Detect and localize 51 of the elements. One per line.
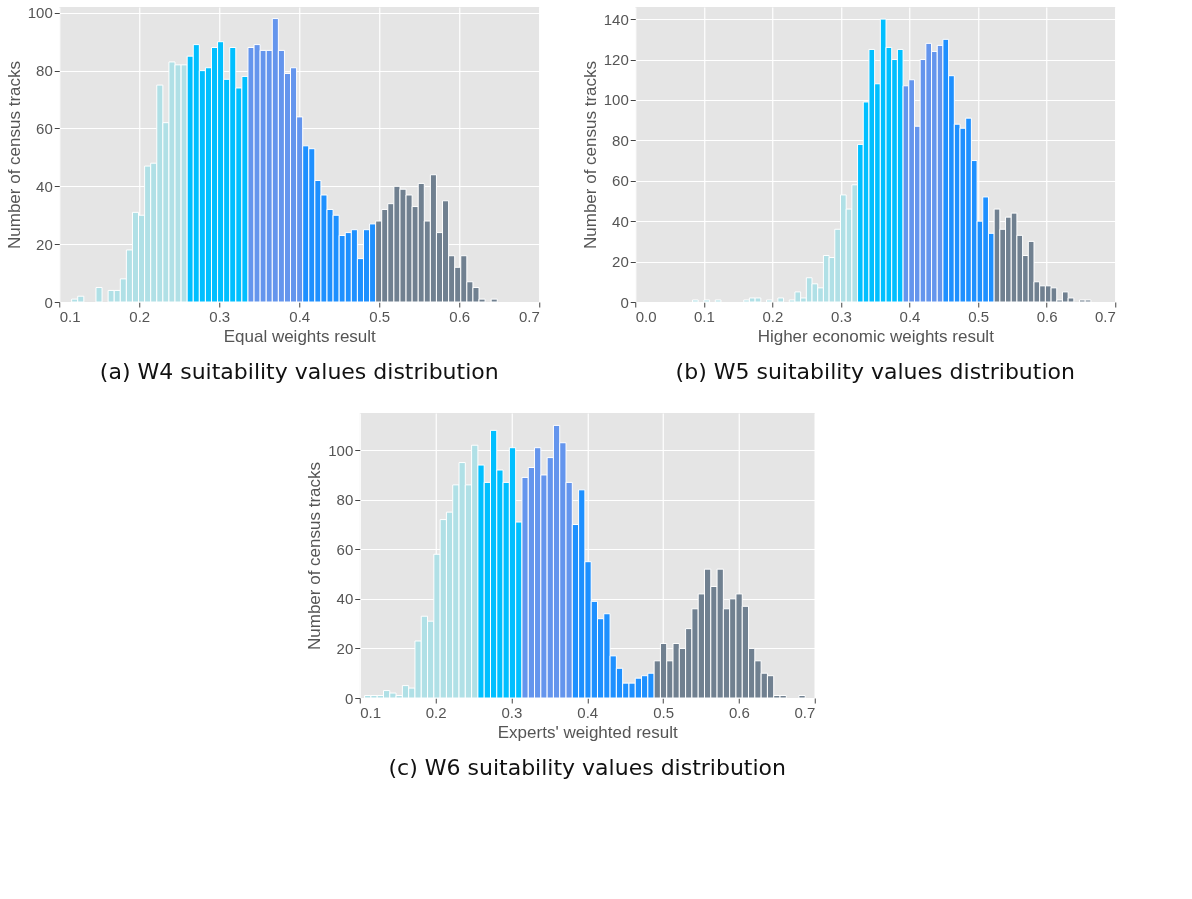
x-tick-label: 0.1 (693, 307, 715, 325)
x-tick-label: 0.4 (577, 703, 599, 721)
x-tick-label: 0.7 (794, 703, 816, 721)
y-tick-label: 140 (603, 10, 629, 28)
y-tick-label: 0 (44, 293, 53, 311)
x-tick-label: 0.5 (653, 703, 675, 721)
text: (c) W6 suitability values distribution (388, 755, 786, 780)
x-tick-label: 0.5 (369, 307, 391, 325)
y-tick-label: 100 (603, 91, 629, 109)
x-axis-title: Higher economic weights result (757, 326, 995, 346)
y-tick-label: 20 (612, 253, 629, 271)
x-tick-label: 0.1 (59, 307, 81, 325)
x-tick-label: 0.4 (899, 307, 921, 325)
y-tick-label: 60 (612, 172, 629, 190)
y-tick-label: 40 (336, 590, 354, 608)
x-tick-label: 0.6 (728, 703, 750, 721)
y-tick-label: 60 (336, 540, 354, 558)
x-tick-label: 0.0 (635, 307, 657, 325)
x-tick-label: 0.6 (1036, 307, 1058, 325)
y-tick-label: 0 (620, 293, 629, 311)
y-tick-label: 80 (36, 62, 53, 80)
y-tick-label: 0 (344, 689, 354, 707)
y-tick-label: 120 (603, 51, 629, 69)
x-tick-label: 0.3 (209, 307, 231, 325)
y-tick-label: 60 (36, 119, 53, 137)
x-axis-title: Experts' weighted result (497, 722, 678, 742)
y-tick-label: 100 (27, 4, 53, 22)
y-tick-label: 80 (336, 491, 354, 509)
x-tick-label: 0.3 (501, 703, 523, 721)
y-tick-label: 40 (612, 212, 629, 230)
x-tick-label: 0.6 (449, 307, 471, 325)
y-axis-title: Number of census tracks (580, 60, 600, 250)
y-tick-label: 40 (36, 177, 53, 195)
x-tick-label: 0.3 (831, 307, 852, 325)
x-tick-label: 0.2 (762, 307, 784, 325)
x-axis-title: Equal weights result (223, 326, 377, 346)
x-tick-label: 0.4 (289, 307, 311, 325)
y-tick-label: 20 (336, 639, 354, 657)
x-tick-label: 0.1 (360, 703, 382, 721)
x-tick-label: 0.2 (425, 703, 447, 721)
y-tick-label: 20 (36, 235, 53, 253)
x-tick-label: 0.7 (518, 307, 540, 325)
y-tick-label: 100 (328, 441, 354, 459)
y-axis-title: Number of census tracks (305, 461, 325, 651)
x-tick-label: 0.5 (968, 307, 990, 325)
y-axis-title: Number of census tracks (4, 60, 24, 250)
text: (b) W5 suitability values distribution (675, 359, 1075, 384)
text: (a) W4 suitability values distribution (99, 359, 499, 384)
x-tick-label: 0.7 (1094, 307, 1116, 325)
y-tick-label: 80 (612, 131, 629, 149)
x-tick-label: 0.2 (129, 307, 151, 325)
